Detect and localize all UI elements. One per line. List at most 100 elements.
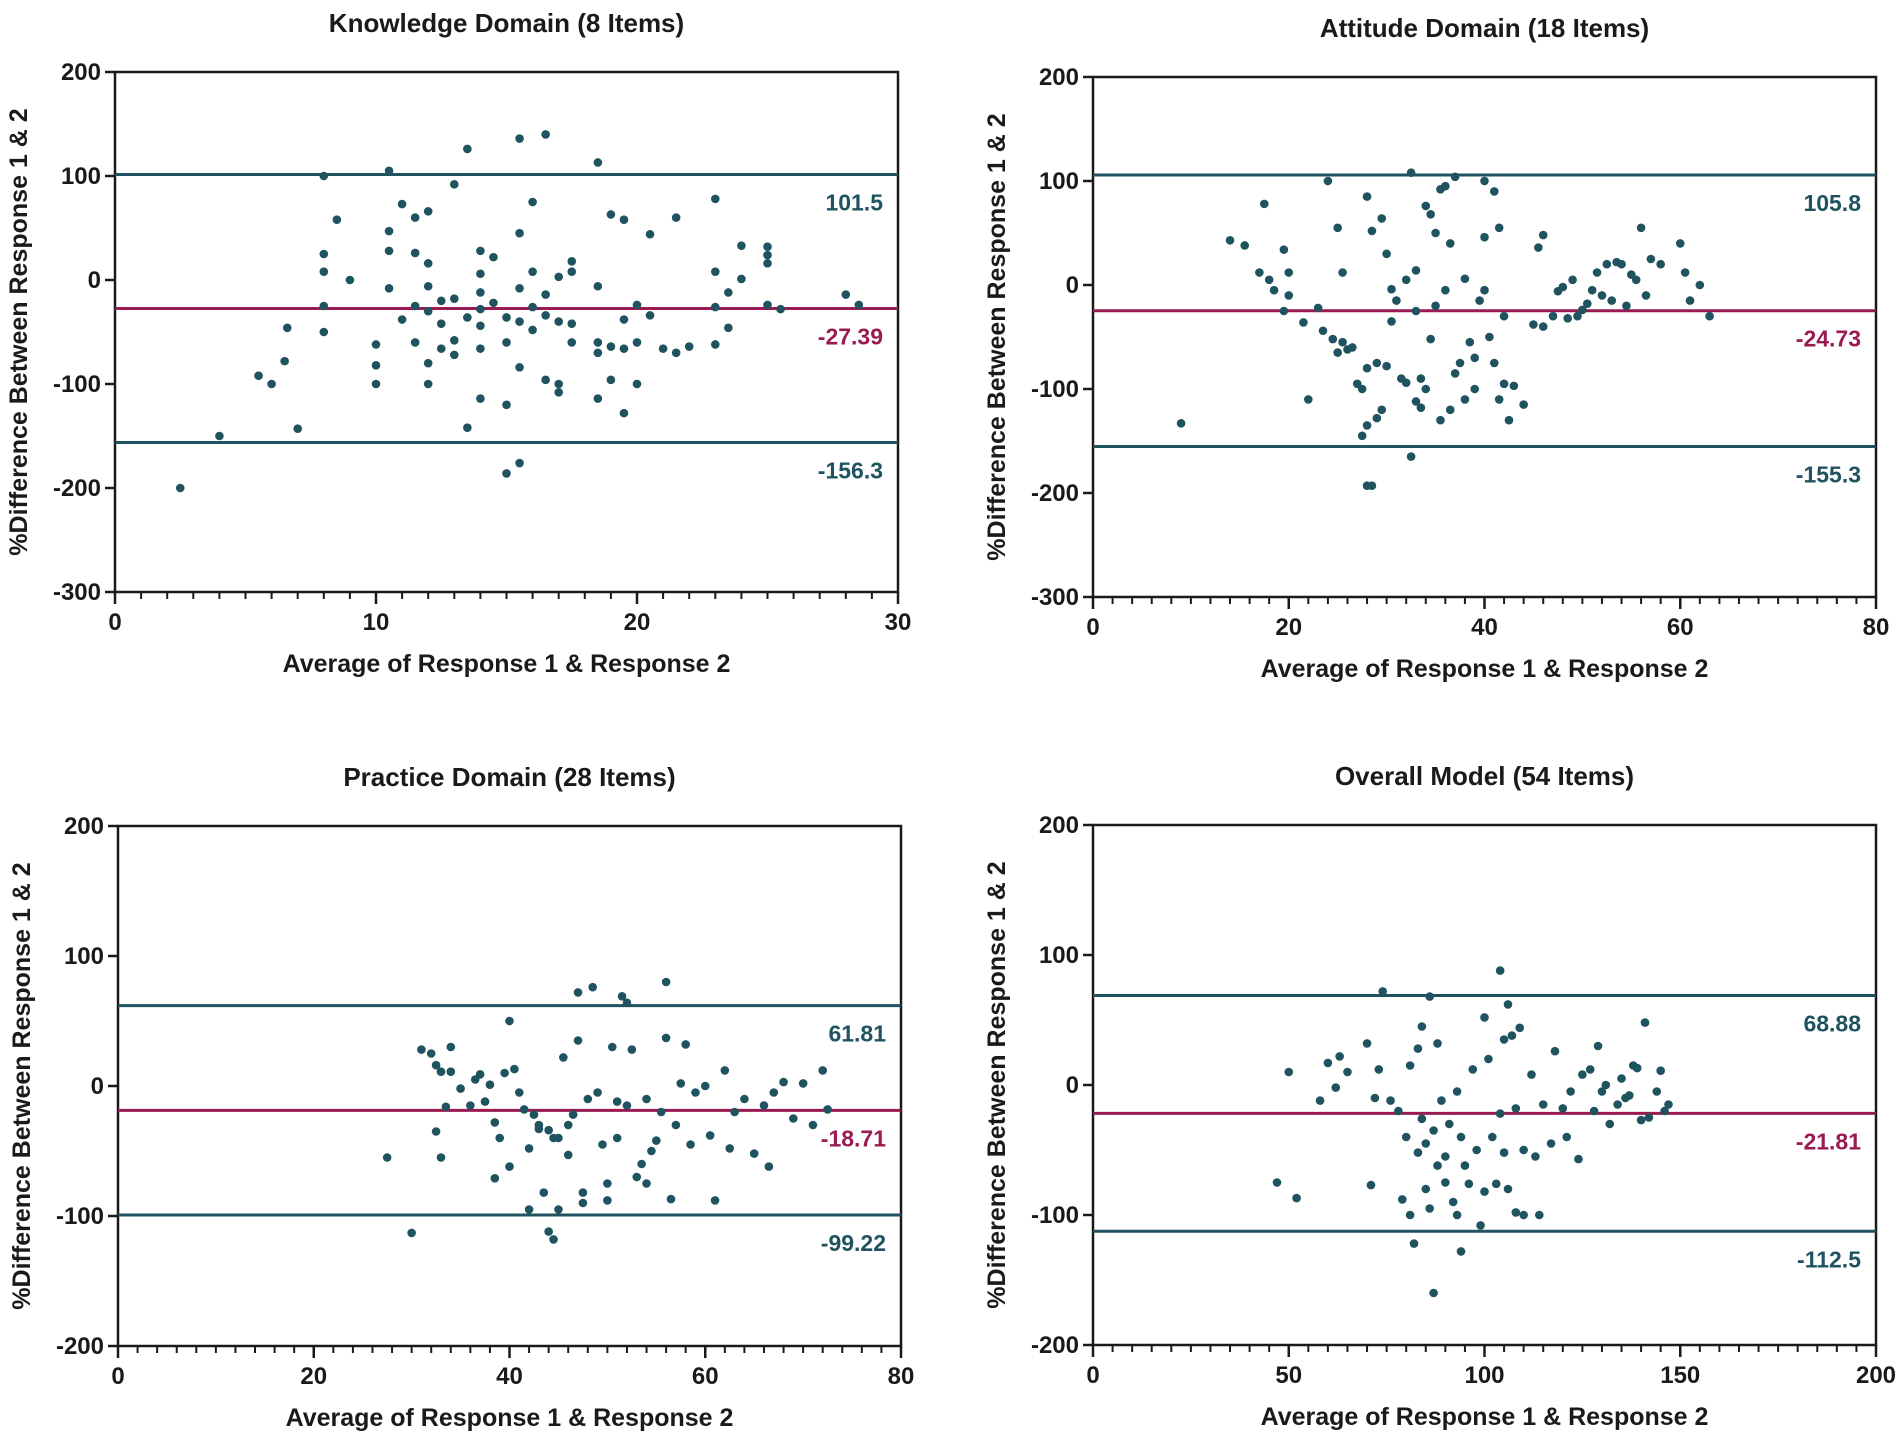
overall-model-data-point — [1538, 1100, 1548, 1109]
knowledge-domain-data-point — [476, 344, 485, 353]
attitude-domain-data-point — [1455, 358, 1465, 368]
attitude-domain-data-point — [1602, 259, 1612, 269]
practice-domain-data-point — [720, 1066, 730, 1075]
attitude-domain-upper-limit-label: 105.8 — [1803, 190, 1861, 216]
knowledge-domain-data-point — [632, 338, 642, 347]
attitude-domain-data-point — [1264, 275, 1274, 285]
attitude-domain-data-point — [1480, 285, 1489, 295]
knowledge-domain-data-point — [619, 344, 629, 353]
attitude-domain-x-axis-label: Average of Response 1 & Response 2 — [1261, 655, 1709, 683]
practice-domain-data-point — [749, 1149, 759, 1158]
overall-model-data-point — [1343, 1067, 1352, 1077]
knowledge-domain-data-point — [476, 246, 485, 256]
knowledge-domain-data-point — [450, 336, 459, 345]
overall-model-data-point — [1636, 1115, 1646, 1125]
overall-model-data-point — [1468, 1065, 1478, 1074]
practice-domain-data-point — [568, 1110, 578, 1119]
practice-domain-data-point — [475, 1070, 485, 1079]
knowledge-domain-data-point — [528, 325, 537, 335]
overall-model-y-tick-label: 0 — [1066, 1072, 1079, 1099]
practice-domain-data-point — [612, 1133, 622, 1143]
practice-domain-data-point — [490, 1174, 500, 1183]
knowledge-domain-data-point — [476, 269, 485, 279]
practice-domain-data-point — [588, 982, 597, 992]
practice-domain-x-tick-label: 0 — [111, 1363, 124, 1390]
knowledge-domain-data-point — [502, 338, 511, 347]
knowledge-domain-data-point — [567, 256, 577, 266]
attitude-domain-data-point — [1509, 381, 1519, 391]
practice-domain-data-point — [583, 1094, 593, 1104]
overall-model-y-tick-label: -200 — [1031, 1332, 1079, 1359]
overall-model-data-point — [1284, 1067, 1294, 1077]
practice-domain-data-point — [495, 1133, 505, 1143]
overall-model-data-point — [1476, 1221, 1485, 1230]
knowledge-domain-data-point — [515, 134, 524, 143]
attitude-domain-data-point — [1348, 343, 1357, 352]
practice-domain-data-point — [485, 1080, 495, 1089]
practice-domain-data-point — [505, 1162, 514, 1171]
overall-model-data-point — [1652, 1087, 1662, 1096]
knowledge-domain-y-tick-label: 0 — [88, 267, 101, 294]
attitude-domain-data-point — [1465, 337, 1475, 347]
attitude-domain-data-point — [1587, 285, 1597, 295]
practice-domain-y-axis-label: %Difference Between Response 1 & 2 — [8, 862, 36, 1309]
knowledge-domain-data-point — [528, 302, 537, 312]
practice-domain-data-point — [573, 988, 583, 997]
practice-domain-y-tick-label: -200 — [56, 1333, 104, 1360]
knowledge-domain-data-point — [554, 317, 563, 326]
overall-model-data-point — [1370, 1093, 1380, 1103]
overall-model-data-point — [1409, 1239, 1419, 1248]
overall-model-data-point — [1503, 1000, 1513, 1009]
attitude-domain-data-point — [1328, 334, 1338, 344]
knowledge-domain-data-point — [293, 424, 303, 434]
practice-domain-data-point — [524, 1144, 534, 1153]
knowledge-domain-data-point — [593, 281, 603, 291]
practice-domain-y-tick-label: 0 — [91, 1073, 104, 1100]
attitude-domain-data-point — [1401, 275, 1411, 285]
attitude-domain-data-point — [1362, 421, 1372, 430]
practice-domain-data-point — [466, 1101, 475, 1110]
practice-domain-data-point — [407, 1228, 416, 1238]
attitude-domain-data-point — [1401, 378, 1411, 388]
overall-model-data-point — [1433, 1161, 1442, 1170]
attitude-domain-data-point — [1695, 280, 1705, 290]
overall-model-data-point — [1437, 1096, 1446, 1105]
attitude-domain-data-point — [1367, 226, 1377, 236]
knowledge-domain-data-point — [463, 144, 472, 154]
knowledge-domain-x-axis-label: Average of Response 1 & Response 2 — [283, 650, 731, 678]
attitude-domain-data-point — [1538, 322, 1548, 331]
knowledge-domain-data-point — [606, 210, 616, 219]
practice-domain-data-point — [789, 1114, 798, 1123]
attitude-domain-data-point — [1284, 268, 1294, 277]
attitude-domain-data-point — [1299, 318, 1308, 327]
attitude-domain-data-point — [1357, 384, 1367, 394]
overall-model-data-point — [1366, 1180, 1376, 1190]
knowledge-domain-y-axis-label: %Difference Between Response 1 & 2 — [5, 108, 33, 555]
attitude-domain-data-point — [1646, 254, 1656, 264]
overall-model-data-point — [1601, 1080, 1611, 1090]
knowledge-domain-data-point — [606, 375, 616, 385]
knowledge-domain-data-point — [763, 250, 772, 260]
attitude-domain-data-point — [1489, 187, 1499, 196]
practice-domain-data-point — [382, 1153, 392, 1162]
overall-model-data-point — [1480, 1187, 1489, 1196]
attitude-domain-data-point — [1480, 232, 1489, 242]
overall-model-data-point — [1464, 1179, 1474, 1189]
knowledge-domain-data-point — [489, 252, 498, 262]
overall-model-data-point — [1640, 1018, 1650, 1027]
attitude-domain-y-tick-label: -200 — [1031, 480, 1079, 507]
knowledge-domain-data-point — [436, 344, 446, 353]
overall-model-x-tick-label: 50 — [1275, 1362, 1302, 1389]
overall-model-data-point — [1413, 1148, 1423, 1157]
knowledge-domain-data-point — [515, 284, 524, 293]
attitude-domain-data-point — [1416, 374, 1426, 383]
practice-domain-data-point — [417, 1045, 426, 1054]
attitude-domain-data-point — [1563, 313, 1572, 323]
knowledge-domain-data-point — [332, 215, 342, 224]
overall-model-data-point — [1397, 1195, 1407, 1204]
knowledge-domain-data-point — [319, 327, 329, 337]
knowledge-domain-data-point — [776, 304, 785, 314]
attitude-domain-data-point — [1538, 230, 1548, 240]
knowledge-domain-data-point — [476, 288, 485, 297]
attitude-domain-data-point — [1441, 181, 1450, 191]
